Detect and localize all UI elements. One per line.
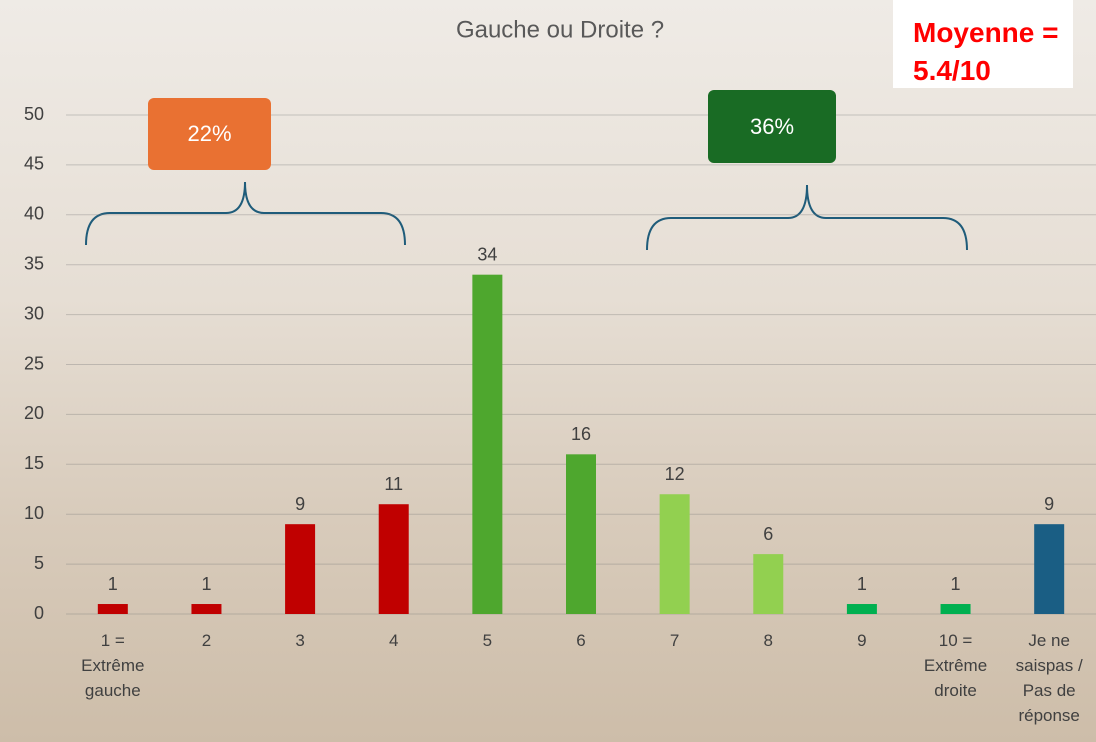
y-tick-label: 5: [34, 553, 44, 573]
x-tick-label: 5: [451, 628, 523, 653]
bar: [566, 454, 596, 614]
data-label: 6: [763, 524, 773, 544]
x-tick-label: 9: [826, 628, 898, 653]
x-tick-label: 1 = Extrême gauche: [77, 628, 149, 703]
bar: [1034, 524, 1064, 614]
x-tick-label: 3: [264, 628, 336, 653]
x-tick-label: 10 = Extrême droite: [920, 628, 992, 703]
data-label: 12: [665, 464, 685, 484]
y-tick-label: 40: [24, 204, 44, 224]
bar: [191, 604, 221, 614]
x-tick-label: 6: [545, 628, 617, 653]
annotation-box: 22%: [148, 98, 271, 170]
x-tick-label: Je ne saispas / Pas de réponse: [1013, 628, 1085, 728]
bar: [98, 604, 128, 614]
average-note: Moyenne = 5.4/10: [893, 0, 1073, 88]
x-tick-label: 4: [358, 628, 430, 653]
x-tick-label: 2: [170, 628, 242, 653]
y-tick-label: 30: [24, 303, 44, 323]
brace: [647, 185, 967, 250]
y-tick-label: 25: [24, 353, 44, 373]
data-label: 9: [295, 494, 305, 514]
data-label: 1: [201, 574, 211, 594]
y-tick-label: 45: [24, 154, 44, 174]
bar: [660, 494, 690, 614]
data-label: 1: [857, 574, 867, 594]
bar: [753, 554, 783, 614]
data-label: 16: [571, 424, 591, 444]
brace: [86, 182, 405, 245]
y-tick-label: 20: [24, 403, 44, 423]
y-tick-label: 10: [24, 503, 44, 523]
bar: [472, 275, 502, 614]
data-label: 1: [108, 574, 118, 594]
x-tick-label: 7: [639, 628, 711, 653]
chart: Gauche ou Droite ? 051015202530354045501…: [0, 0, 1096, 742]
chart-title: Gauche ou Droite ?: [456, 16, 664, 43]
bar: [285, 524, 315, 614]
annotation-box: 36%: [708, 90, 836, 163]
data-label: 34: [477, 244, 497, 264]
x-tick-label: 8: [732, 628, 804, 653]
bar: [941, 604, 971, 614]
data-label: 1: [951, 574, 961, 594]
y-tick-label: 50: [24, 104, 44, 124]
data-label: 9: [1044, 494, 1054, 514]
bar: [847, 604, 877, 614]
y-tick-label: 35: [24, 253, 44, 273]
y-tick-label: 0: [34, 603, 44, 623]
bar: [379, 504, 409, 614]
y-tick-label: 15: [24, 453, 44, 473]
data-label: 11: [384, 474, 403, 494]
